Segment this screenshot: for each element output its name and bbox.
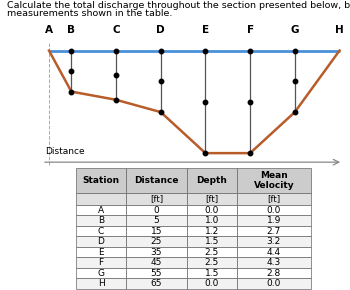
- Bar: [76, 168, 126, 193]
- Text: Mean
Velocity: Mean Velocity: [253, 171, 294, 190]
- Bar: [187, 257, 237, 268]
- Bar: [187, 247, 237, 257]
- Text: 3.2: 3.2: [267, 237, 281, 246]
- Text: 55: 55: [150, 269, 162, 278]
- Bar: [126, 278, 187, 289]
- Bar: [187, 268, 237, 278]
- Bar: [126, 257, 187, 268]
- Text: B: B: [98, 216, 104, 225]
- Bar: [187, 168, 237, 193]
- Text: 45: 45: [151, 258, 162, 267]
- Text: 15: 15: [150, 226, 162, 235]
- Text: Depth: Depth: [196, 176, 227, 185]
- Text: [ft]: [ft]: [267, 195, 280, 204]
- Bar: [237, 215, 311, 226]
- Text: B: B: [67, 26, 75, 35]
- Text: 4.4: 4.4: [267, 248, 281, 257]
- Text: 0.0: 0.0: [267, 279, 281, 288]
- Text: 65: 65: [150, 279, 162, 288]
- Bar: [126, 205, 187, 215]
- Text: 1.9: 1.9: [267, 216, 281, 225]
- Text: F: F: [98, 258, 104, 267]
- Text: 0.0: 0.0: [267, 206, 281, 215]
- Bar: [237, 268, 311, 278]
- Text: 2.8: 2.8: [267, 269, 281, 278]
- Bar: [237, 236, 311, 247]
- Text: F: F: [246, 26, 254, 35]
- Bar: [126, 247, 187, 257]
- Bar: [237, 193, 311, 205]
- Text: 0.0: 0.0: [204, 279, 219, 288]
- Bar: [76, 257, 126, 268]
- Text: G: G: [98, 269, 105, 278]
- Bar: [237, 278, 311, 289]
- Bar: [76, 268, 126, 278]
- Bar: [76, 226, 126, 236]
- Text: Distance: Distance: [134, 176, 178, 185]
- Text: 5: 5: [154, 216, 159, 225]
- Bar: [187, 278, 237, 289]
- Bar: [187, 236, 237, 247]
- Text: E: E: [202, 26, 209, 35]
- Bar: [76, 247, 126, 257]
- Text: C: C: [112, 26, 120, 35]
- Bar: [76, 236, 126, 247]
- Text: G: G: [290, 26, 299, 35]
- Bar: [126, 226, 187, 236]
- Text: D: D: [156, 26, 165, 35]
- Text: D: D: [98, 237, 105, 246]
- Text: 1.2: 1.2: [204, 226, 219, 235]
- Bar: [126, 215, 187, 226]
- Bar: [187, 193, 237, 205]
- Text: 4.3: 4.3: [267, 258, 281, 267]
- Bar: [126, 168, 187, 193]
- Bar: [187, 215, 237, 226]
- Text: A: A: [45, 26, 53, 35]
- Bar: [237, 205, 311, 215]
- Text: 35: 35: [150, 248, 162, 257]
- Text: 1.5: 1.5: [204, 269, 219, 278]
- Text: [ft]: [ft]: [150, 195, 163, 204]
- Bar: [187, 205, 237, 215]
- Text: 2.5: 2.5: [204, 248, 219, 257]
- Text: 25: 25: [151, 237, 162, 246]
- Text: Calculate the total discharge throughout the section presented below, based on t: Calculate the total discharge throughout…: [7, 1, 350, 10]
- Bar: [76, 205, 126, 215]
- Bar: [76, 278, 126, 289]
- Text: 0.0: 0.0: [204, 206, 219, 215]
- Bar: [237, 257, 311, 268]
- Bar: [187, 226, 237, 236]
- Text: Distance: Distance: [46, 147, 85, 156]
- Text: Station: Station: [83, 176, 120, 185]
- Text: 0: 0: [154, 206, 159, 215]
- Text: 1.5: 1.5: [204, 237, 219, 246]
- Text: 2.7: 2.7: [267, 226, 281, 235]
- Text: H: H: [98, 279, 104, 288]
- Text: E: E: [98, 248, 104, 257]
- Bar: [237, 168, 311, 193]
- Bar: [237, 247, 311, 257]
- Text: 2.5: 2.5: [204, 258, 219, 267]
- Text: 1.0: 1.0: [204, 216, 219, 225]
- Bar: [126, 268, 187, 278]
- Bar: [126, 193, 187, 205]
- Text: C: C: [98, 226, 104, 235]
- Bar: [237, 226, 311, 236]
- Text: A: A: [98, 206, 104, 215]
- Text: measurements shown in the table.: measurements shown in the table.: [7, 9, 172, 18]
- Text: [ft]: [ft]: [205, 195, 218, 204]
- Bar: [76, 193, 126, 205]
- Bar: [126, 236, 187, 247]
- Bar: [76, 215, 126, 226]
- Text: H: H: [335, 26, 344, 35]
